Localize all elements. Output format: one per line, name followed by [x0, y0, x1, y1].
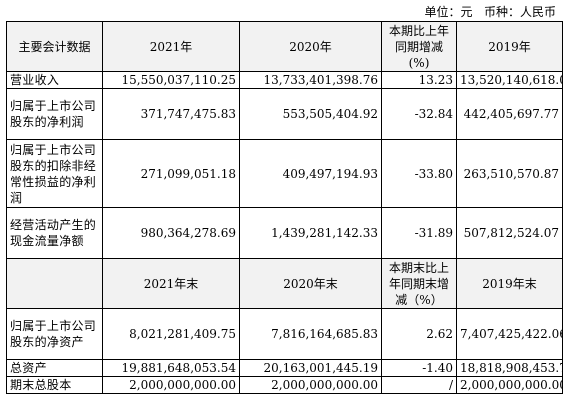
- value-2020: 20,163,001,445.19: [239, 359, 382, 377]
- table-row: 归属于上市公司股东的净利润 371,747,475.83 553,505,404…: [6, 88, 563, 140]
- value-2021: 371,747,475.83: [102, 88, 240, 140]
- table-row: 归属于上市公司股东的扣除非经常性损益的净利润 271,099,051.18 40…: [6, 139, 563, 208]
- value-2021: 2,000,000,000.00: [102, 376, 240, 394]
- value-2019: 507,812,524.07: [456, 207, 563, 259]
- value-2019: 442,405,697.77: [456, 88, 563, 140]
- table-row: 营业收入 15,550,037,110.25 13,733,401,398.76…: [6, 71, 563, 89]
- value-2021: 271,099,051.18: [102, 139, 240, 208]
- value-change: -32.84: [381, 88, 457, 140]
- key-accounting-data-table: 主要会计数据 2021年 2020年 本期比上年同期增减(%) 2019年 营业…: [6, 21, 563, 394]
- value-2020: 7,816,164,685.83: [239, 308, 382, 360]
- subheader-cell-blank: [6, 258, 103, 309]
- value-change: -1.40: [381, 359, 457, 377]
- row-label: 总资产: [6, 359, 103, 377]
- value-2021: 19,881,648,053.54: [102, 359, 240, 377]
- subheader-cell-change: 本期末比上年同期末增减（%）: [381, 258, 457, 309]
- value-change: -31.89: [381, 207, 457, 259]
- value-change: 2.62: [381, 308, 457, 360]
- table-row: 经营活动产生的现金流量净额 980,364,278.69 1,439,281,1…: [6, 207, 563, 259]
- header-cell-2019: 2019年: [456, 21, 563, 72]
- row-label: 归属于上市公司股东的净利润: [6, 88, 103, 140]
- value-2020: 2,000,000,000.00: [239, 376, 382, 394]
- table-subheader-row: 2021年末 2020年末 本期末比上年同期末增减（%） 2019年末: [6, 258, 563, 309]
- row-label: 期末总股本: [6, 376, 103, 394]
- table-header-row: 主要会计数据 2021年 2020年 本期比上年同期增减(%) 2019年: [6, 21, 563, 72]
- value-2019: 263,510,570.87: [456, 139, 563, 208]
- value-2019: 7,407,425,422.06: [456, 308, 563, 360]
- value-change: 13.23: [381, 71, 457, 89]
- row-label: 经营活动产生的现金流量净额: [6, 207, 103, 259]
- subheader-cell-2019-end: 2019年末: [456, 258, 563, 309]
- value-2019: 13,520,140,618.02: [456, 71, 563, 89]
- value-2021: 15,550,037,110.25: [102, 71, 240, 89]
- value-2020: 1,439,281,142.33: [239, 207, 382, 259]
- value-2019: 18,818,908,453.77: [456, 359, 563, 377]
- header-cell-2020: 2020年: [239, 21, 382, 72]
- table-row: 期末总股本 2,000,000,000.00 2,000,000,000.00 …: [6, 376, 563, 394]
- subheader-cell-2020-end: 2020年末: [239, 258, 382, 309]
- value-change: -33.80: [381, 139, 457, 208]
- row-label: 营业收入: [6, 71, 103, 89]
- value-2019: 2,000,000,000.00: [456, 376, 563, 394]
- row-label: 归属于上市公司股东的净资产: [6, 308, 103, 360]
- header-cell-metric: 主要会计数据: [6, 21, 103, 72]
- table-row: 归属于上市公司股东的净资产 8,021,281,409.75 7,816,164…: [6, 308, 563, 360]
- value-change: /: [381, 376, 457, 394]
- value-2020: 13,733,401,398.76: [239, 71, 382, 89]
- value-2021: 8,021,281,409.75: [102, 308, 240, 360]
- value-2020: 409,497,194.93: [239, 139, 382, 208]
- value-2021: 980,364,278.69: [102, 207, 240, 259]
- header-cell-2021: 2021年: [102, 21, 240, 72]
- value-2020: 553,505,404.92: [239, 88, 382, 140]
- header-cell-change: 本期比上年同期增减(%): [381, 21, 457, 72]
- table-row: 总资产 19,881,648,053.54 20,163,001,445.19 …: [6, 359, 563, 377]
- subheader-cell-2021-end: 2021年末: [102, 258, 240, 309]
- row-label: 归属于上市公司股东的扣除非经常性损益的净利润: [6, 139, 103, 208]
- unit-currency-note: 单位：元 币种：人民币: [424, 5, 556, 19]
